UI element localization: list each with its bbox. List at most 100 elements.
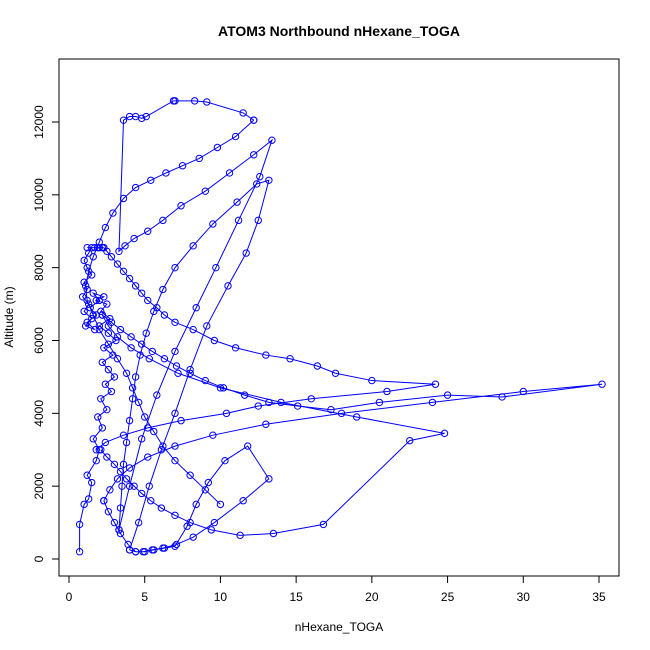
series-line (85, 119, 255, 505)
x-axis: 0 5 10 15 20 25 30 35 (66, 575, 606, 604)
data-point (116, 325, 125, 334)
data-point (128, 395, 137, 403)
data-point (171, 511, 179, 519)
data-point (101, 438, 110, 447)
series-line (118, 179, 270, 551)
data-point (204, 478, 213, 487)
data-point (75, 520, 84, 529)
data-point (190, 97, 199, 105)
data-point (147, 176, 155, 184)
data-point (134, 518, 143, 527)
data-point (127, 344, 135, 352)
data-point (201, 376, 209, 385)
data-point (125, 416, 134, 425)
data-point (186, 471, 194, 479)
data-point (89, 289, 97, 297)
data-point (97, 395, 105, 403)
data-point (160, 311, 169, 319)
data-point (127, 333, 135, 341)
data-point (253, 180, 261, 188)
data-point (171, 442, 179, 450)
data-point (97, 446, 105, 454)
data-point (92, 296, 100, 305)
data-point (443, 391, 452, 399)
data-point (104, 507, 113, 516)
series-line (102, 314, 603, 501)
data-point (130, 482, 138, 490)
data-point (113, 333, 122, 341)
data-point (91, 243, 99, 252)
data-point (262, 351, 270, 359)
data-point (183, 522, 191, 530)
data-point (313, 362, 322, 370)
data-point (84, 249, 93, 257)
data-point (80, 500, 88, 509)
data-point (254, 216, 262, 225)
data-point (192, 500, 200, 509)
data-point (83, 243, 91, 252)
data-point (80, 307, 88, 316)
y-tick-label: 2000 (32, 472, 46, 499)
data-point (119, 460, 128, 469)
data-point (210, 336, 219, 345)
data-point (110, 518, 119, 527)
data-point (116, 467, 125, 476)
data-point (100, 497, 108, 505)
data-point (242, 249, 250, 257)
data-point (239, 497, 247, 505)
data-point (104, 340, 113, 348)
data-point (236, 531, 244, 540)
data-point (89, 435, 97, 443)
x-tick-label: 25 (441, 590, 455, 604)
data-point (88, 478, 96, 487)
data-point (83, 296, 91, 305)
data-point (171, 542, 179, 550)
data-point (268, 136, 276, 144)
data-point (103, 405, 111, 414)
data-point (139, 548, 147, 556)
data-point (116, 504, 125, 512)
data-point (95, 296, 103, 305)
data-point (331, 369, 340, 377)
data-point (172, 362, 181, 370)
data-point (137, 489, 146, 498)
data-point (125, 546, 134, 554)
x-tick-label: 10 (214, 590, 228, 604)
data-point (148, 347, 156, 356)
data-point (159, 285, 167, 294)
data-point (125, 464, 134, 472)
data-point (203, 322, 211, 330)
data-point (113, 260, 122, 268)
data-point (177, 202, 185, 210)
data-point (110, 373, 119, 381)
data-point (498, 393, 506, 401)
data-point (212, 263, 220, 272)
x-tick-label: 20 (365, 590, 379, 604)
data-point (145, 355, 153, 363)
data-point (189, 325, 197, 334)
series-line (95, 247, 436, 451)
data-point (286, 355, 294, 363)
data-point (250, 116, 258, 124)
data-point (97, 307, 105, 316)
data-point (431, 380, 440, 388)
data-point (122, 369, 131, 377)
data-point (207, 526, 216, 534)
data-point (122, 475, 131, 483)
data-point (307, 395, 315, 403)
data-point (210, 518, 219, 527)
data-point (103, 247, 111, 255)
data-point (107, 253, 116, 261)
data-point (234, 216, 243, 225)
data-point (172, 540, 181, 549)
data-point (153, 391, 161, 399)
data-point (78, 293, 87, 301)
data-point (83, 285, 91, 294)
y-tick-label: 10000 (32, 178, 46, 212)
data-point (83, 471, 91, 479)
data-point (92, 446, 100, 454)
data-point (98, 358, 107, 367)
data-point (147, 497, 155, 505)
data-point (89, 253, 97, 261)
x-tick-label: 15 (289, 590, 303, 604)
